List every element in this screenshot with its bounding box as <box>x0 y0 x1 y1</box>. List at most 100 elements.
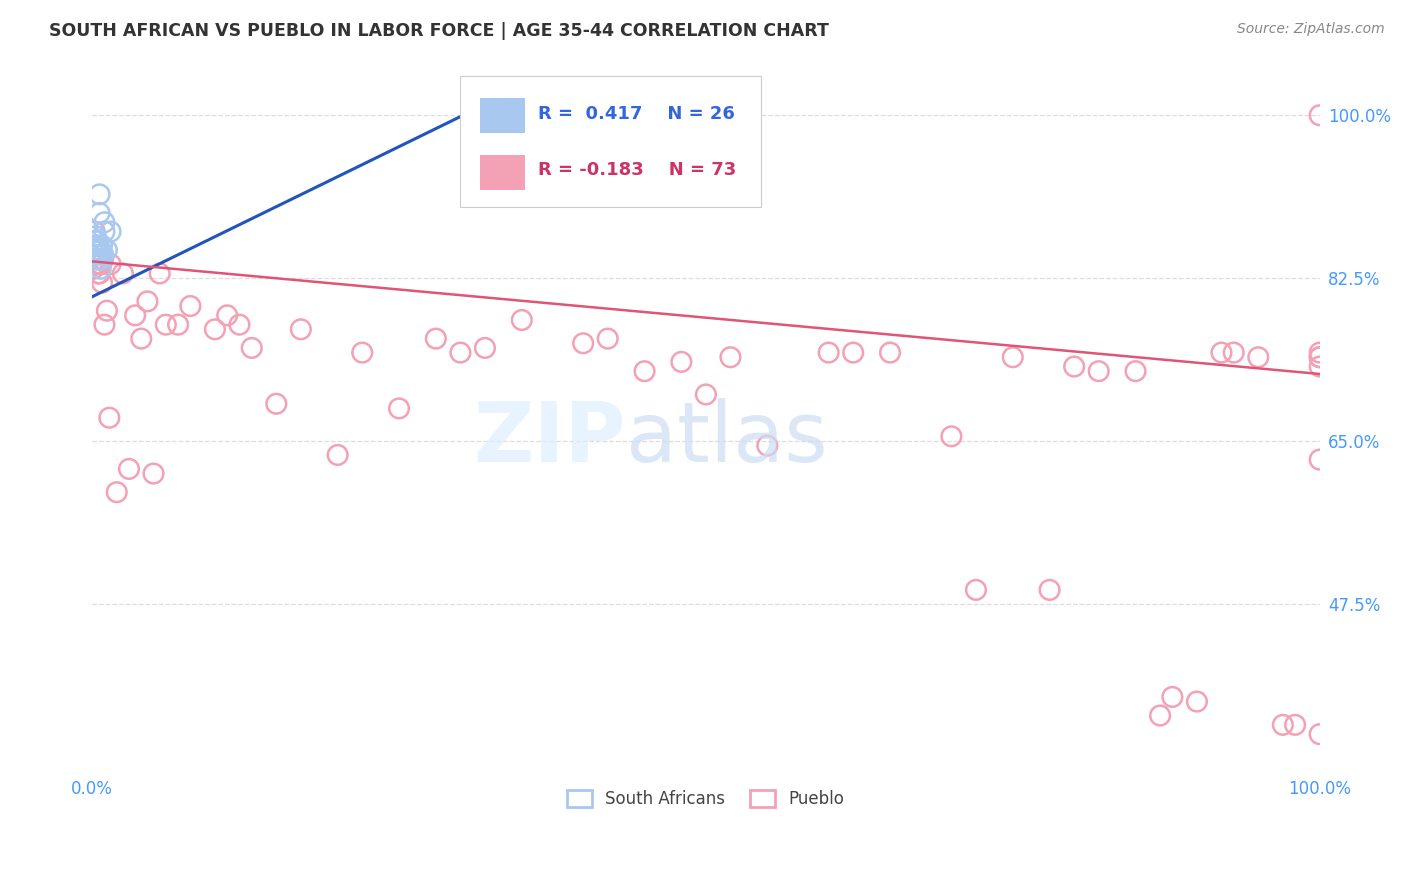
Point <box>83 234 105 248</box>
Point <box>124 309 146 323</box>
Point <box>87 252 110 267</box>
Point <box>1309 350 1331 364</box>
Point <box>965 582 987 597</box>
Point <box>89 187 111 202</box>
Point <box>1087 364 1109 378</box>
Point <box>86 243 108 257</box>
Point <box>136 294 159 309</box>
Point <box>756 439 779 453</box>
Point <box>326 448 349 462</box>
Point <box>1309 359 1331 374</box>
Point <box>1185 695 1208 709</box>
Point <box>82 261 104 276</box>
Point <box>204 322 226 336</box>
Point <box>83 225 105 239</box>
Point <box>720 350 742 364</box>
Point <box>240 341 263 355</box>
Point <box>86 234 108 248</box>
Point <box>82 238 104 252</box>
Point <box>91 248 114 262</box>
Point <box>93 225 115 239</box>
Text: SOUTH AFRICAN VS PUEBLO IN LABOR FORCE | AGE 35-44 CORRELATION CHART: SOUTH AFRICAN VS PUEBLO IN LABOR FORCE |… <box>49 22 830 40</box>
Text: atlas: atlas <box>626 399 828 479</box>
Point <box>1309 452 1331 467</box>
Point <box>100 257 122 271</box>
Point <box>91 276 114 290</box>
Point <box>82 243 104 257</box>
Point <box>84 238 107 252</box>
Point <box>96 303 118 318</box>
Point <box>93 318 115 332</box>
Point <box>1039 582 1062 597</box>
Point <box>1211 345 1233 359</box>
Point <box>1149 708 1171 723</box>
Point <box>449 345 471 359</box>
Point <box>129 332 152 346</box>
Point <box>91 238 114 252</box>
Point <box>596 332 619 346</box>
Point <box>89 206 111 220</box>
Point <box>1309 345 1331 359</box>
Point <box>83 238 105 252</box>
Point <box>96 243 118 257</box>
Point <box>388 401 411 416</box>
Point <box>510 313 533 327</box>
Point <box>87 243 110 257</box>
Text: Source: ZipAtlas.com: Source: ZipAtlas.com <box>1237 22 1385 37</box>
Point <box>633 364 655 378</box>
Point <box>1247 350 1270 364</box>
Point <box>425 332 447 346</box>
Point <box>1125 364 1147 378</box>
Point <box>84 229 107 244</box>
Point <box>179 299 201 313</box>
Point <box>98 410 121 425</box>
Point <box>100 225 122 239</box>
FancyBboxPatch shape <box>479 98 526 134</box>
Point <box>1222 345 1244 359</box>
Text: R =  0.417    N = 26: R = 0.417 N = 26 <box>537 104 734 122</box>
Point <box>87 238 110 252</box>
Point <box>89 267 111 281</box>
Point <box>1063 359 1085 374</box>
Point <box>142 467 165 481</box>
Point <box>84 248 107 262</box>
Point <box>228 318 250 332</box>
Point <box>82 243 104 257</box>
Point <box>572 336 595 351</box>
Point <box>266 397 288 411</box>
Point <box>84 238 107 252</box>
Point <box>118 462 141 476</box>
Point <box>91 252 114 267</box>
Point <box>83 257 105 271</box>
Point <box>217 309 239 323</box>
Point <box>87 252 110 267</box>
Point <box>155 318 177 332</box>
Point <box>1309 108 1331 122</box>
Point <box>87 267 110 281</box>
Point <box>91 248 114 262</box>
Point <box>1284 718 1306 732</box>
FancyBboxPatch shape <box>460 76 761 207</box>
Point <box>695 387 717 401</box>
Point <box>941 429 963 443</box>
Point <box>90 261 112 276</box>
Point <box>879 345 901 359</box>
Point <box>290 322 312 336</box>
Point <box>671 355 693 369</box>
Point <box>817 345 839 359</box>
FancyBboxPatch shape <box>479 154 526 190</box>
Point <box>1271 718 1294 732</box>
Point <box>149 267 172 281</box>
Point <box>842 345 865 359</box>
Point <box>105 485 128 500</box>
Text: ZIP: ZIP <box>474 399 626 479</box>
Point <box>1309 727 1331 741</box>
Point <box>111 267 134 281</box>
Point <box>474 341 496 355</box>
Point <box>86 257 108 271</box>
Point <box>1161 690 1184 704</box>
Legend: South Africans, Pueblo: South Africans, Pueblo <box>558 781 853 816</box>
Point <box>1001 350 1024 364</box>
Point <box>90 243 112 257</box>
Point <box>352 345 374 359</box>
